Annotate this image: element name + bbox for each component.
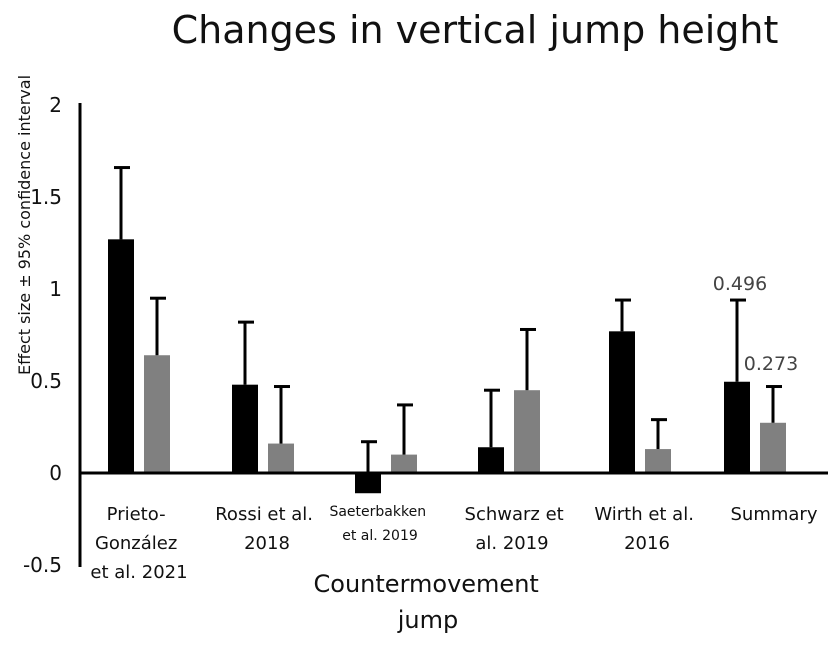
y-tick-label: -0.5 bbox=[23, 553, 62, 577]
category-label-prieto: Prieto- González et al. 2021 bbox=[90, 504, 187, 583]
summary-label-series2: 0.273 bbox=[744, 353, 798, 375]
bar-series2 bbox=[514, 390, 540, 473]
category-label-schwarz: Schwarz et al. 2019 bbox=[465, 504, 570, 554]
y-axis-label: Effect size ± 95% confidence interval bbox=[15, 75, 34, 375]
bars-group bbox=[108, 239, 786, 494]
category-label-summary: Summary bbox=[731, 504, 818, 525]
error-bars-group bbox=[114, 166, 782, 473]
chart-title: Changes in vertical jump height bbox=[172, 8, 779, 52]
bar-series2 bbox=[144, 355, 170, 473]
bar-series2 bbox=[645, 449, 671, 473]
bar-series1 bbox=[609, 331, 635, 473]
y-tick-label: 1.5 bbox=[30, 185, 62, 209]
y-tick-label: 0 bbox=[49, 461, 62, 485]
bar-series2 bbox=[760, 422, 786, 473]
bar-series2 bbox=[268, 443, 294, 473]
x-axis-label: Countermovement jump bbox=[314, 570, 547, 634]
y-tick-label: 2 bbox=[49, 93, 62, 117]
y-tick-label: 1 bbox=[49, 277, 62, 301]
bar-series1 bbox=[108, 239, 134, 473]
bar-series2 bbox=[391, 454, 417, 473]
bar-series1 bbox=[724, 381, 750, 473]
category-labels: Prieto- González et al. 2021 Rossi et al… bbox=[90, 504, 817, 583]
category-label-rossi: Rossi et al. 2018 bbox=[215, 504, 319, 554]
category-label-saeterbakken: Saeterbakken et al. 2019 bbox=[329, 504, 430, 544]
y-tick-label: 0.5 bbox=[30, 369, 62, 393]
bar-series1 bbox=[232, 384, 258, 473]
y-axis-ticks: -0.5 0 0.5 1 1.5 2 bbox=[23, 93, 62, 577]
summary-label-series1: 0.496 bbox=[713, 273, 767, 295]
bar-series1 bbox=[478, 447, 504, 473]
category-label-wirth: Wirth et al. 2016 bbox=[594, 504, 699, 554]
bar-series1 bbox=[355, 473, 381, 494]
